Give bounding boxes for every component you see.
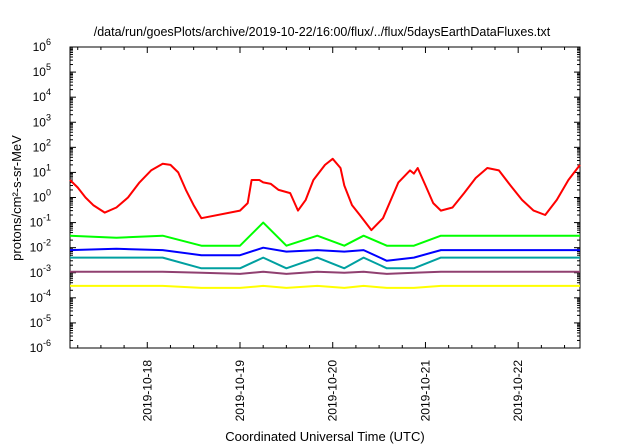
y-tick-exponent: -3 (43, 263, 51, 273)
chart-title: /data/run/goesPlots/archive/2019-10-22/1… (94, 25, 551, 39)
series-line (70, 270, 580, 275)
x-tick-label: 2019-10-18 (140, 360, 154, 422)
y-tick-label: 100 (33, 188, 51, 205)
y-tick-exponent: -6 (43, 338, 51, 348)
y-tick-label: 105 (33, 62, 51, 79)
series-group (69, 157, 581, 289)
y-tick-label: 10-5 (30, 313, 51, 330)
y-tick-label: 103 (33, 112, 51, 129)
y-tick-label: 104 (33, 87, 51, 104)
plot-frame (69, 46, 581, 349)
y-tick-label: 10-6 (30, 338, 51, 355)
series-line (69, 246, 580, 262)
y-tick-exponent: 3 (46, 112, 51, 122)
y-tick-label: 10-4 (30, 288, 51, 305)
y-tick-exponent: 4 (46, 87, 51, 97)
x-tick-label: 2019-10-20 (326, 360, 340, 422)
x-axis: 2019-10-18 2019-10-19 2019-10-20 2019-10-21… (77, 47, 566, 422)
y-tick-exponent: 2 (46, 137, 51, 147)
x-tick-label: 2019-10-21 (418, 360, 432, 422)
x-tick-label: 2019-10-22 (511, 360, 525, 422)
y-tick-exponent: 6 (46, 37, 51, 47)
y-tick-label: 10-1 (30, 213, 51, 230)
y-tick-exponent: -1 (43, 213, 51, 223)
series-line (70, 256, 580, 270)
y-tick-label: 101 (33, 162, 51, 179)
x-axis-label: Coordinated Universal Time (UTC) (225, 429, 424, 444)
y-tick-label: 102 (33, 137, 51, 154)
y-axis-label: protons/cm²-s-sr-MeV (9, 135, 24, 261)
series-line (70, 284, 580, 289)
series-line (69, 157, 581, 232)
x-tick-label: 2019-10-19 (233, 360, 247, 422)
series-line (69, 221, 580, 247)
y-tick-exponent: 1 (46, 162, 51, 172)
y-tick-label: 10-3 (30, 263, 51, 280)
y-tick-exponent: -4 (43, 288, 51, 298)
y-tick-exponent: 5 (46, 62, 51, 72)
y-tick-label: 10-2 (30, 238, 51, 255)
y-tick-label: 106 (33, 37, 51, 54)
y-axis: 10-610-510-410-310-210-11001011021031041… (30, 37, 580, 355)
y-tick-exponent: 0 (46, 188, 51, 198)
y-tick-exponent: -2 (43, 238, 51, 248)
y-tick-exponent: -5 (43, 313, 51, 323)
